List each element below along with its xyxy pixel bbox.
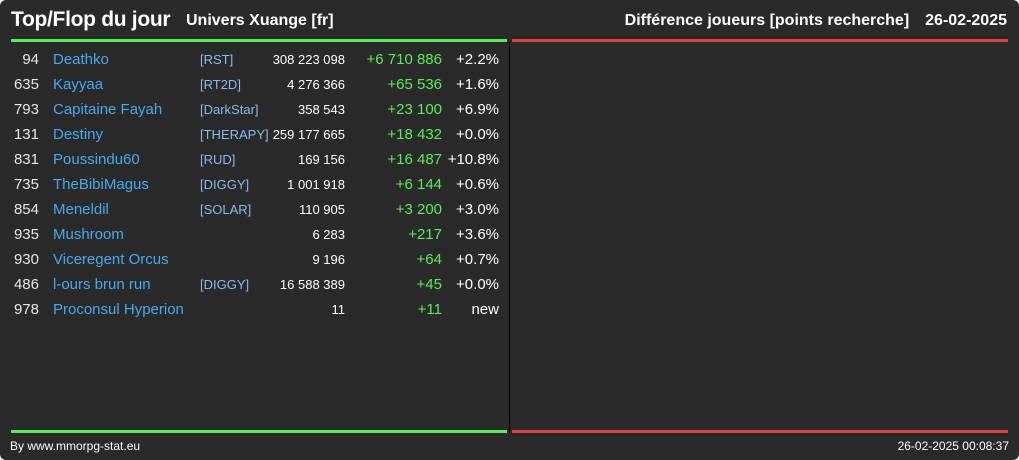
point-difference-cell: +64 [416, 251, 442, 268]
column-divider [509, 42, 510, 433]
table-row: 635 Kayyaa [RT2D] 4 276 366 +65 536 +1.6% [11, 72, 507, 97]
table-row: 831 Poussindu60 [RUD] 169 156 +16 487 +10.8% [11, 147, 507, 172]
points-cell: 6 283 [312, 227, 345, 242]
rank-cell: 131 [13, 126, 39, 143]
percent-change-cell: +2.2% [456, 51, 499, 68]
table-row: 793 Capitaine Fayah [DarkStar] 358 543 +23 1… [11, 97, 507, 122]
points-cell: 16 588 389 [279, 277, 345, 292]
rank-cell: 486 [13, 276, 39, 293]
point-difference-cell: +65 536 [387, 76, 442, 93]
universe-label: Univers Xuange [fr] [186, 12, 334, 29]
player-name-link[interactable]: Poussindu60 [53, 151, 140, 168]
percent-change-cell: +10.8% [447, 151, 499, 168]
player-name-link[interactable]: Mushroom [53, 226, 124, 243]
percent-change-cell: +3.6% [456, 226, 499, 243]
flop-divider-line [512, 39, 1008, 42]
alliance-tag-link[interactable]: [DarkStar] [200, 102, 259, 117]
table-row: 131 Destiny [THERAPY] 259 177 665 +18 432 +0.… [11, 122, 507, 147]
point-difference-cell: +45 [416, 276, 442, 293]
alliance-tag-link[interactable]: [RST] [200, 52, 234, 67]
points-cell: 308 223 098 [272, 52, 345, 67]
point-difference-cell: +6 710 886 [366, 51, 443, 68]
points-cell: 9 196 [312, 252, 345, 267]
table-row: 930 Viceregent Orcus 9 196 +64 +0.7% [11, 247, 507, 272]
top-gainers-list: 94 Deathko [RST] 308 223 098 +6 710 886 +2.2%… [11, 47, 507, 322]
percent-change-cell: +0.0% [456, 126, 499, 143]
rank-cell: 735 [13, 176, 39, 193]
top-bottom-line [11, 430, 507, 433]
alliance-tag-link[interactable]: [DIGGY] [200, 177, 250, 192]
player-name-link[interactable]: Kayyaa [53, 76, 104, 93]
alliance-tag-link[interactable]: [THERAPY] [200, 127, 269, 142]
table-row: 94 Deathko [RST] 308 223 098 +6 710 886 +2.2% [11, 47, 507, 72]
point-difference-cell: +217 [408, 226, 442, 243]
alliance-tag-link[interactable]: [SOLAR] [200, 202, 252, 217]
point-difference-cell: +6 144 [395, 176, 442, 193]
table-row: 486 l-ours brun run [DIGGY] 16 588 389 +45 +0… [11, 272, 507, 297]
points-cell: 1 001 918 [287, 177, 345, 192]
points-cell: 4 276 366 [287, 77, 345, 92]
alliance-tag-link[interactable]: [RT2D] [200, 77, 241, 92]
player-name-link[interactable]: Proconsul Hyperion [53, 301, 184, 318]
rank-cell: 935 [13, 226, 39, 243]
percent-change-cell: new [471, 301, 499, 318]
points-cell: 11 [331, 302, 346, 317]
alliance-tag-link[interactable]: [DIGGY] [200, 277, 250, 292]
generated-timestamp: 26-02-2025 00:08:37 [897, 439, 1009, 453]
rank-cell: 793 [13, 101, 39, 118]
point-difference-cell: +18 432 [387, 126, 442, 143]
percent-change-cell: +6.9% [456, 101, 499, 118]
rank-cell: 831 [13, 151, 39, 168]
rank-cell: 94 [22, 51, 39, 68]
point-difference-cell: +11 [417, 301, 442, 318]
points-cell: 259 177 665 [272, 127, 345, 142]
top-divider-line [11, 39, 507, 42]
header-info: Différence joueurs [points recherche] 26… [625, 12, 1007, 30]
table-row: 935 Mushroom 6 283 +217 +3.6% [11, 222, 507, 247]
player-name-link[interactable]: Viceregent Orcus [53, 251, 169, 268]
points-cell: 169 156 [298, 152, 345, 167]
ranking-type-label: Différence joueurs [points recherche] [624, 12, 910, 29]
rank-cell: 978 [13, 301, 39, 318]
rank-cell: 635 [13, 76, 39, 93]
point-difference-cell: +16 487 [387, 151, 442, 168]
percent-change-cell: +1.6% [456, 76, 499, 93]
percent-change-cell: +0.6% [456, 176, 499, 193]
table-row: 735 TheBibiMagus [DIGGY] 1 001 918 +6 144 +0.… [11, 172, 507, 197]
points-cell: 358 543 [298, 102, 345, 117]
player-name-link[interactable]: TheBibiMagus [53, 176, 149, 193]
credit-link[interactable]: By www.mmorpg-stat.eu [10, 439, 141, 453]
percent-change-cell: +3.0% [456, 201, 499, 218]
player-name-link[interactable]: Meneldil [53, 201, 109, 218]
header-date: 26-02-2025 [925, 12, 1007, 29]
point-difference-cell: +3 200 [395, 201, 442, 218]
page-title: Top/Flop du jour [11, 8, 171, 31]
points-cell: 110 905 [298, 202, 345, 217]
player-name-link[interactable]: Capitaine Fayah [53, 101, 163, 118]
percent-change-cell: +0.0% [456, 276, 499, 293]
table-row: 978 Proconsul Hyperion 11 +11 new [11, 297, 507, 322]
rank-cell: 854 [13, 201, 39, 218]
player-name-link[interactable]: Deathko [53, 51, 109, 68]
point-difference-cell: +23 100 [387, 101, 442, 118]
player-name-link[interactable]: l-ours brun run [53, 276, 151, 293]
rank-cell: 930 [13, 251, 39, 268]
player-name-link[interactable]: Destiny [53, 126, 104, 143]
alliance-tag-link[interactable]: [RUD] [200, 152, 236, 167]
percent-change-cell: +0.7% [456, 251, 499, 268]
flop-bottom-line [512, 430, 1008, 433]
table-row: 854 Meneldil [SOLAR] 110 905 +3 200 +3.0% [11, 197, 507, 222]
